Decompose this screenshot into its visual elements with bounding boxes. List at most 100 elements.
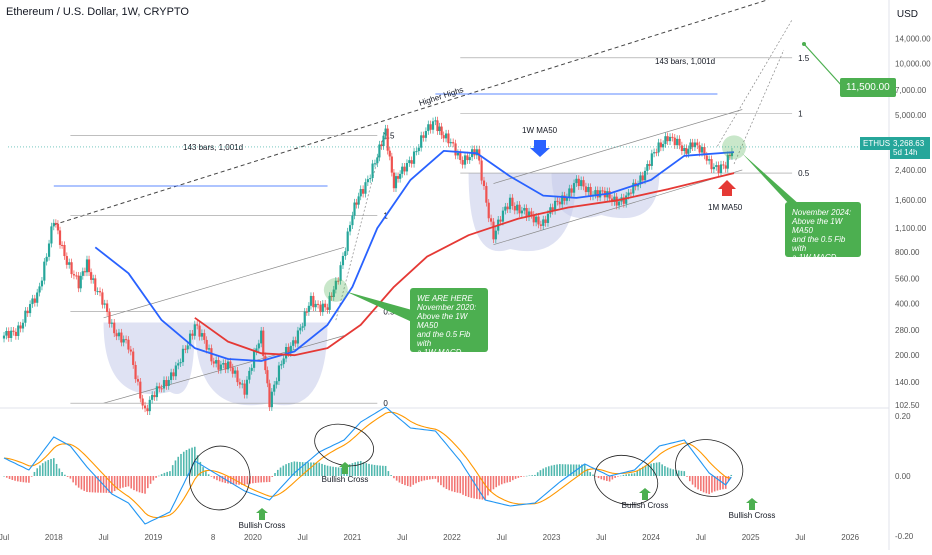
macd-hist-bar [246,476,249,485]
candle-body [181,348,185,363]
candle-body [417,147,420,152]
candle-body [234,370,237,374]
candle-body [652,152,656,154]
candle-body [371,163,374,179]
macd-hist-bar [647,464,650,476]
candle-body [463,155,467,165]
candle-body [79,275,82,289]
macd-hist-bar [509,476,511,482]
macd-hist-bar [711,476,713,493]
chart-title: Ethereum / U.S. Dollar, 1W, CRYPTO [6,6,189,18]
macd-hist-bar [431,476,434,480]
macd-hist-bar [243,476,246,486]
macd-hist-bar [210,476,213,477]
fib-level-label: 0.5 [798,169,810,178]
macd-hist-bar [113,476,116,492]
candle-body [627,192,630,196]
candle-body [390,156,393,173]
macd-hist-bar [445,476,448,489]
candle-body [296,330,300,344]
candle-body [440,126,443,136]
macd-hist-bar [730,474,733,476]
candle-body [643,170,647,181]
macd-hist-bar [77,476,80,488]
candle-body [454,143,457,156]
candle-body [328,295,331,310]
macd-hist-bar [111,476,113,493]
candle-body [10,330,13,338]
macd-hist-bar [180,453,182,476]
candle-body [346,231,349,252]
candle-body [710,159,713,170]
candle-body [334,280,337,290]
macd-hist-bar [329,466,332,476]
macd-hist-bar [359,460,362,476]
callout-2020-pointer [345,291,412,322]
candle-body [719,164,723,174]
macd-hist-bar [61,471,63,476]
candle-body [410,160,413,164]
highlight-circle-2020 [323,277,348,302]
macd-hist-bar [58,468,61,476]
candle-body [580,180,583,187]
candle-body [676,138,679,146]
macd-hist-bar [216,476,218,481]
candle-body [508,197,512,210]
macd-hist-bar [44,461,47,476]
macd-hist-bar [158,475,160,477]
date-tick-label: 2020 [244,533,262,542]
candle-body [207,348,211,350]
macd-hist-bar [550,465,553,476]
candle-body [129,349,132,352]
macd-hist-bar [617,476,619,477]
macd-hist-bar [368,463,370,476]
candle-body [262,330,265,357]
price-tick-label: 102.50 [895,401,920,410]
candle-body [217,360,220,370]
macd-hist-bar [398,476,401,483]
macd-hist-bar [50,458,52,476]
candle-body [110,322,113,324]
price-tick-label: 10,000.00 [895,60,931,69]
candle-body [708,159,711,161]
fib-level-label: 1.5 [798,54,810,63]
candle-body [341,255,345,266]
candle-body [38,286,41,293]
macd-hist-bar [628,473,630,476]
candle-body [364,182,367,194]
candle-body [245,379,249,395]
price-tick-label: 140.00 [895,378,920,387]
macd-tick-label: 0.20 [895,412,911,421]
macd-hist-bar [310,462,312,476]
candle-body [438,126,441,132]
ma50-1w-line [94,150,735,362]
macd-hist-bar [318,462,321,476]
candle-body [122,339,125,343]
macd-hist-bar [232,476,235,485]
macd-hist-bar [17,476,19,482]
candle-body [468,157,471,161]
macd-hist-bar [467,476,470,498]
candle-body [231,367,234,374]
macd-hist-bar [185,449,188,476]
candle-body [255,348,258,352]
macd-hist-bar [218,476,221,482]
macd-hist-bar [238,476,240,485]
macd-hist-bar [312,462,315,476]
candle-body [717,165,720,174]
macd-hist-bar [451,476,453,492]
macd-hist-bar [661,464,663,476]
candle-body [268,383,271,408]
macd-hist-bar [80,476,83,490]
channel-bottom-2019 [103,335,345,404]
candle-body [369,178,372,180]
macd-hist-bar [141,476,144,494]
candle-body [186,345,189,350]
candle-body [305,311,308,313]
macd-hist-bar [423,476,426,481]
macd-hist-bar [531,475,533,476]
macd-hist-bar [387,471,390,476]
candle-body [678,138,681,146]
macd-hist-bar [440,476,442,486]
macd-hist-bar [506,476,509,483]
